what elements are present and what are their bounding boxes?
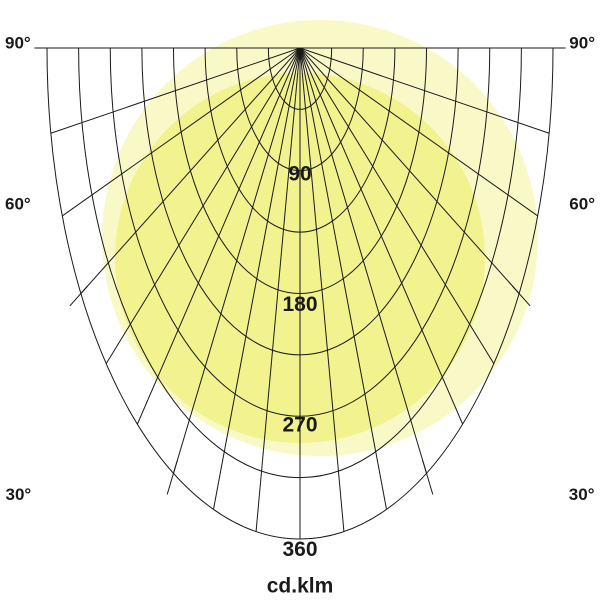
svg-text:270: 270 xyxy=(282,414,317,437)
svg-text:360: 360 xyxy=(282,538,317,561)
svg-text:30°: 30° xyxy=(6,485,32,504)
svg-text:60°: 60° xyxy=(5,195,31,214)
svg-text:90: 90 xyxy=(288,163,311,186)
svg-text:180: 180 xyxy=(282,293,317,316)
svg-text:60°: 60° xyxy=(569,195,595,214)
svg-text:30°: 30° xyxy=(569,485,595,504)
svg-text:90°: 90° xyxy=(569,34,595,53)
svg-text:90°: 90° xyxy=(5,34,31,53)
svg-text:cd.klm: cd.klm xyxy=(267,575,334,598)
